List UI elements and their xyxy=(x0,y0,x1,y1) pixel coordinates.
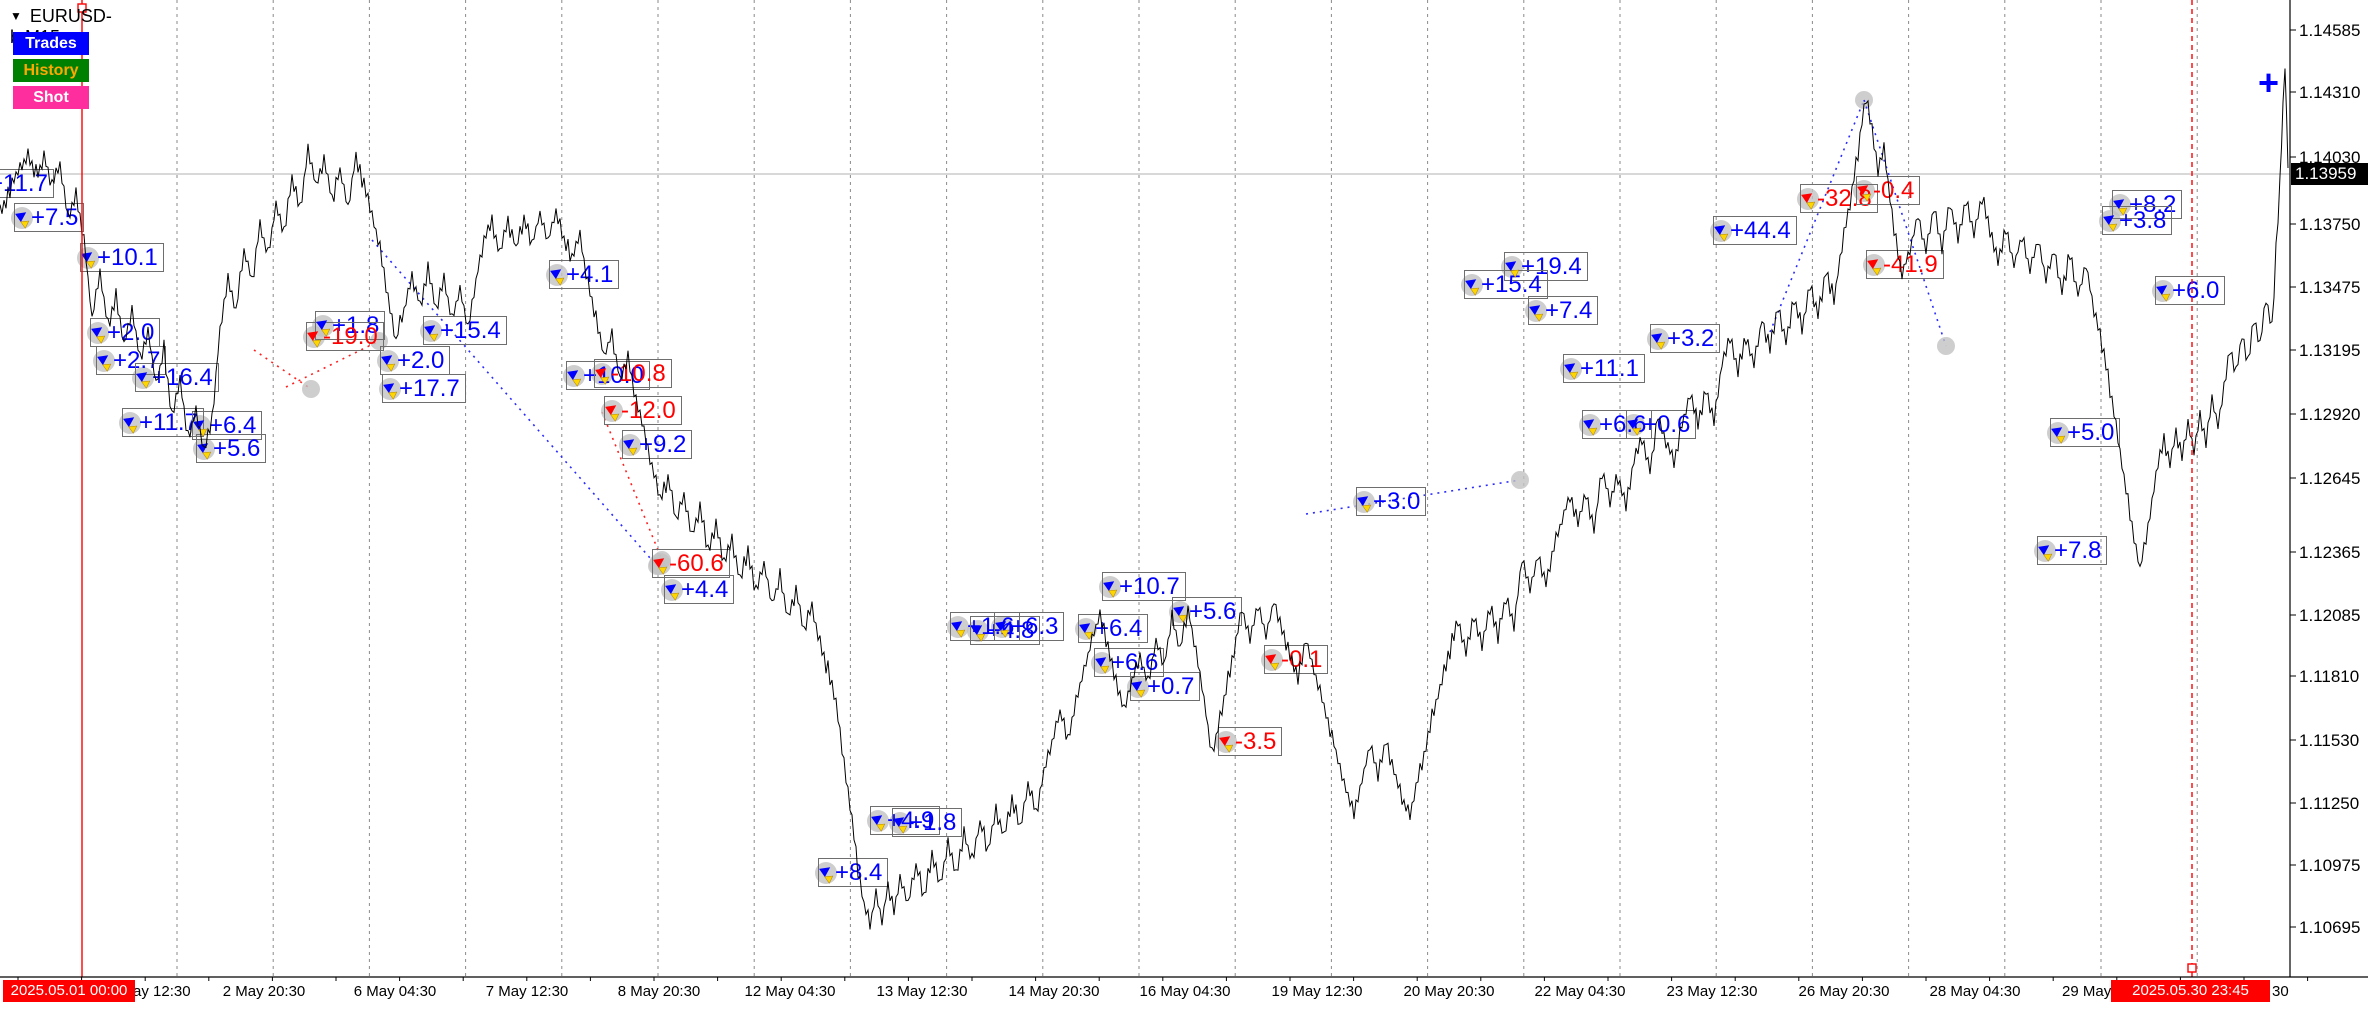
time-tick-label: 19 May 12:30 xyxy=(1271,983,1363,1000)
buy-connector xyxy=(1863,99,1947,347)
trade-profit-label: +5.6 xyxy=(1172,597,1243,626)
trade-profit-label: +15.4 xyxy=(423,316,507,345)
range-end-label: 2025.05.30 23:45 xyxy=(2111,980,2270,1002)
price-tick-label: 1.13475 xyxy=(2299,278,2361,297)
trade-profit-label: +6.0 xyxy=(2155,276,2226,305)
time-tick-label: ay 12:30 xyxy=(133,983,191,1000)
price-tick-label: 1.12085 xyxy=(2299,606,2361,625)
symbol-dropdown-icon[interactable]: ▼ xyxy=(10,9,22,23)
history-button[interactable]: History xyxy=(13,59,89,82)
time-tick-label: 20 May 20:30 xyxy=(1403,983,1495,1000)
trade-profit-label: +2.0 xyxy=(380,346,451,375)
time-tick-label: 30 xyxy=(2272,983,2289,1000)
trade-profit-label: +9.2 xyxy=(622,430,693,459)
trade-profit-label: +17.7 xyxy=(382,374,466,403)
trade-profit-label: +7.5 xyxy=(14,203,85,232)
trade-profit-label: +3.8 xyxy=(2102,206,2173,235)
time-tick-label: 22 May 04:30 xyxy=(1534,983,1626,1000)
time-tick-label: 7 May 12:30 xyxy=(485,983,569,1000)
trade-profit-label: +10.1 xyxy=(80,243,164,272)
time-tick-label: 29 May xyxy=(2062,983,2112,1000)
trade-profit-label: +1.8 xyxy=(892,808,963,837)
trade-marker xyxy=(302,380,320,398)
price-tick-label: 1.11250 xyxy=(2299,794,2360,813)
time-tick-label: 12 May 04:30 xyxy=(744,983,836,1000)
trade-profit-label: +44.4 xyxy=(1713,216,1797,245)
time-tick-label: 6 May 04:30 xyxy=(353,983,437,1000)
trade-profit-label: +0.7 xyxy=(1130,672,1201,701)
trade-loss-label: -19.0 xyxy=(306,322,384,351)
trade-profit-label: +5.6 xyxy=(196,434,267,463)
time-tick-label: 8 May 20:30 xyxy=(617,983,701,1000)
sell-connector xyxy=(253,349,312,390)
price-tick-label: 1.14030 xyxy=(2299,148,2361,167)
price-tick-label: 1.12920 xyxy=(2299,405,2361,424)
price-tick-label: 1.11530 xyxy=(2299,731,2360,750)
price-tick-label: 1.11810 xyxy=(2299,667,2360,686)
current-price-box: 1.13959 xyxy=(2291,163,2368,185)
time-tick-label: 2 May 20:30 xyxy=(222,983,306,1000)
time-tick-label: 28 May 04:30 xyxy=(1929,983,2021,1000)
trade-marker xyxy=(1937,337,1955,355)
trade-marker xyxy=(1511,471,1529,489)
trade-loss-label: -10.8 xyxy=(594,359,672,388)
shot-button[interactable]: Shot xyxy=(13,86,89,109)
open-position-marker: + xyxy=(2258,62,2280,103)
trade-profit-label: +2.0 xyxy=(90,318,161,347)
trade-loss-label: -0.4 xyxy=(1856,176,1921,205)
trade-loss-label: -0.1 xyxy=(1264,645,1329,674)
trade-loss-label: -41.9 xyxy=(1866,250,1944,279)
trade-profit-label: +4.4 xyxy=(664,575,735,604)
range-start-label: 2025.05.01 00:00 xyxy=(3,980,135,1002)
trade-profit-label: +7.4 xyxy=(1528,296,1599,325)
time-tick-label: 14 May 20:30 xyxy=(1008,983,1100,1000)
price-tick-label: 1.14310 xyxy=(2299,83,2361,102)
trade-profit-label: +11.7 xyxy=(0,169,54,198)
trade-profit-label: +0.6 xyxy=(1626,410,1697,439)
price-tick-label: 1.10695 xyxy=(2299,918,2361,937)
trade-profit-label: +4.1 xyxy=(549,260,620,289)
time-tick-label: 26 May 20:30 xyxy=(1798,983,1890,1000)
trade-profit-label: +3.0 xyxy=(1356,487,1427,516)
price-tick-label: 1.12645 xyxy=(2299,469,2361,488)
trades-button[interactable]: Trades xyxy=(13,32,89,55)
price-tick-label: 1.10975 xyxy=(2299,856,2361,875)
trade-profit-label: +6.4 xyxy=(1078,614,1149,643)
trade-profit-label: +8.4 xyxy=(818,858,889,887)
price-tick-label: 1.14585 xyxy=(2299,21,2361,40)
trade-loss-label: -3.5 xyxy=(1218,727,1283,756)
price-tick-label: 1.12365 xyxy=(2299,543,2361,562)
trade-profit-label: +16.4 xyxy=(135,363,219,392)
time-tick-label: 13 May 12:30 xyxy=(876,983,968,1000)
trade-profit-label: +15.4 xyxy=(1464,270,1548,299)
trade-profit-label: +3.2 xyxy=(1650,324,1721,353)
trade-profit-label: +7.8 xyxy=(2037,536,2108,565)
price-tick-label: 1.13195 xyxy=(2299,341,2361,360)
trade-profit-label: +6.3 xyxy=(994,612,1065,641)
trade-loss-label: -12.0 xyxy=(604,396,682,425)
price-tick-label: 1.13750 xyxy=(2299,215,2361,234)
trade-loss-label: -60.6 xyxy=(652,549,730,578)
time-tick-label: 16 May 04:30 xyxy=(1139,983,1231,1000)
time-tick-label: 23 May 12:30 xyxy=(1666,983,1758,1000)
trade-profit-label: +5.0 xyxy=(2050,418,2121,447)
trade-profit-label: +11.1 xyxy=(1563,354,1645,383)
